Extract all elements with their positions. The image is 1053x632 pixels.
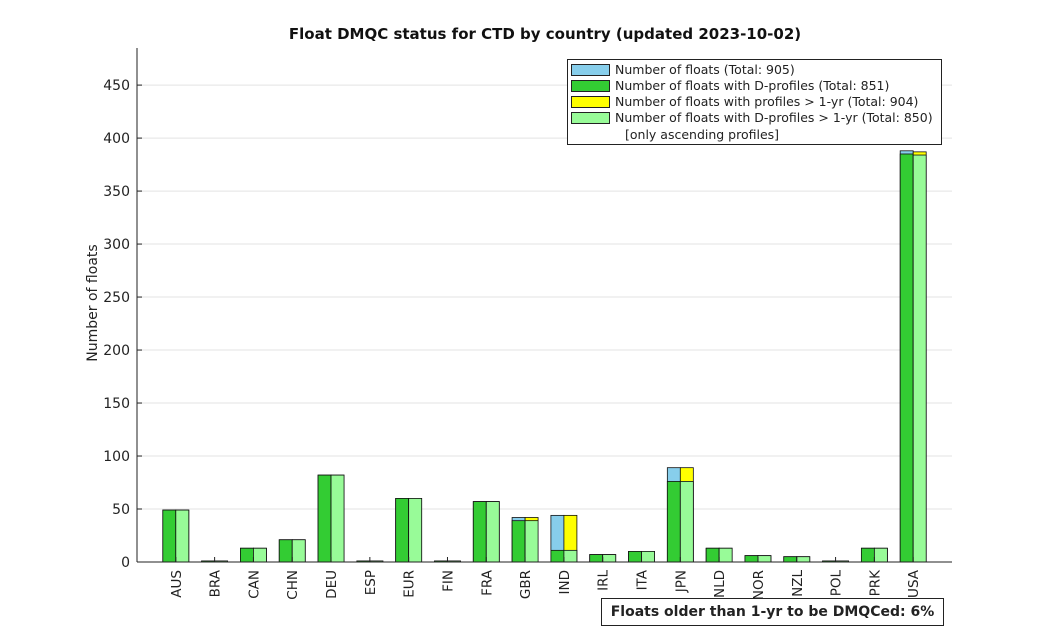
- gridlines: [137, 84, 952, 510]
- x-tick-label-gbr: GBR: [518, 570, 534, 599]
- x-tick-label-fra: FRA: [479, 569, 495, 596]
- bar-d-profiles-1yr-ita: [641, 551, 655, 563]
- bar-d-profiles-ind: [550, 549, 565, 563]
- legend-swatch-profiles-1yr: [571, 95, 610, 108]
- y-tick-label: 50: [112, 502, 130, 518]
- x-tick-label-aus: AUS: [169, 570, 185, 598]
- bar-d-profiles-1yr-aus: [175, 509, 190, 563]
- bar-d-profiles-1yr-gbr: [524, 520, 539, 563]
- y-tick-label: 450: [103, 78, 130, 94]
- bar-d-profiles-ita: [628, 551, 642, 563]
- y-tick-label: 150: [103, 396, 130, 412]
- x-tick-label-eur: EUR: [402, 570, 418, 598]
- x-tick-label-usa: USA: [906, 569, 922, 598]
- bar-d-profiles-jpn: [666, 481, 681, 563]
- bar-d-profiles-1yr-irl: [602, 554, 617, 563]
- y-axis-label: Number of floats: [85, 244, 101, 362]
- bar-d-profiles-irl: [589, 554, 604, 563]
- x-tick-labels: AUS BRA CAN CHN DEU ESP EUR FIN FRA GBR IND IRL ITA J…: [169, 569, 922, 600]
- legend-item-profiles-1yr: Number of floats with profiles > 1-yr (T…: [571, 94, 918, 109]
- legend-item-floats: Number of floats (Total: 905): [571, 62, 795, 77]
- bar-d-profiles-prk: [860, 547, 875, 563]
- bar-d-profiles-1yr-nor: [757, 555, 772, 563]
- x-tick-label-deu: DEU: [324, 570, 340, 599]
- bar-d-profiles-1yr-eur: [408, 498, 423, 563]
- x-tick-label-prk: PRK: [867, 569, 883, 597]
- bar-d-profiles-eur: [395, 498, 410, 563]
- axes: [136, 48, 952, 563]
- bar-d-profiles-1yr-nzl: [796, 556, 811, 563]
- x-tick-label-pol: POL: [829, 570, 845, 597]
- legend-item-d-profiles-1yr: Number of floats with D-profiles > 1-yr …: [571, 110, 933, 125]
- y-tick-label: 350: [103, 184, 130, 200]
- x-tick-label-bra: BRA: [208, 569, 224, 597]
- legend-swatch-d-profiles-1yr: [571, 111, 610, 124]
- bar-d-profiles-1yr-ind: [563, 549, 578, 563]
- bar-d-profiles-aus: [162, 509, 177, 563]
- bar-d-profiles-gbr: [511, 520, 526, 563]
- x-tick-label-ita: ITA: [635, 569, 651, 590]
- dmqc-annotation: Floats older than 1-yr to be DMQCed: 6%: [601, 598, 944, 626]
- legend: Number of floats (Total: 905) Number of …: [567, 59, 942, 145]
- x-tick-label-ind: IND: [557, 570, 573, 594]
- legend-swatch-d-profiles: [571, 79, 610, 92]
- bar-d-profiles-chn: [278, 539, 293, 563]
- x-tick-label-chn: CHN: [285, 570, 301, 600]
- x-tick-label-jpn: JPN: [673, 570, 689, 593]
- y-tick-label: 250: [103, 290, 130, 306]
- bar-d-profiles-1yr-deu: [330, 474, 345, 563]
- x-tick-label-nld: NLD: [712, 570, 728, 598]
- bar-d-profiles-usa: [899, 153, 914, 563]
- x-tick-label-can: CAN: [246, 570, 262, 599]
- y-tick-label: 300: [103, 237, 130, 253]
- chart-title: Float DMQC status for CTD by country (up…: [288, 25, 802, 43]
- bar-d-profiles-1yr-nld: [718, 547, 733, 563]
- legend-note: [only ascending profiles]: [625, 127, 780, 142]
- bar-d-profiles-1yr-fra: [485, 501, 500, 563]
- y-tick-label: 0: [121, 555, 130, 571]
- legend-swatch-floats: [571, 63, 610, 76]
- y-tick-label: 400: [103, 131, 130, 147]
- bars: [162, 150, 927, 563]
- x-tick-label-fin: FIN: [440, 570, 456, 592]
- x-tick-label-esp: ESP: [363, 570, 379, 595]
- bar-d-profiles-deu: [317, 474, 332, 563]
- y-tick-label: 200: [103, 343, 130, 359]
- bar-d-profiles-can: [240, 547, 254, 563]
- x-tick-label-nor: NOR: [751, 570, 767, 600]
- legend-label-profiles-1yr: Number of floats with profiles > 1-yr (T…: [615, 94, 919, 109]
- bar-d-profiles-1yr-prk: [873, 547, 888, 563]
- bar-d-profiles-1yr-jpn: [679, 481, 694, 563]
- x-tick-label-nzl: NZL: [790, 570, 806, 597]
- bar-d-profiles-nor: [744, 555, 759, 563]
- bar-d-profiles-1yr-can: [253, 547, 267, 563]
- bar-d-profiles-nzl: [783, 556, 798, 563]
- legend-item-d-profiles: Number of floats with D-profiles (Total:…: [571, 78, 889, 93]
- legend-label-d-profiles-1yr: Number of floats with D-profiles > 1-yr …: [615, 110, 933, 125]
- x-tick-label-irl: IRL: [596, 570, 612, 591]
- bar-d-profiles-1yr-usa: [912, 154, 927, 563]
- legend-label-floats: Number of floats (Total: 905): [615, 62, 795, 77]
- y-tick-labels: 0 50 100 150 200 250 300 350 400 450: [103, 78, 130, 571]
- bar-d-profiles-1yr-chn: [291, 539, 306, 563]
- bar-d-profiles-nld: [705, 547, 720, 563]
- y-tick-label: 100: [103, 449, 130, 465]
- legend-label-d-profiles: Number of floats with D-profiles (Total:…: [615, 78, 890, 93]
- bar-d-profiles-fra: [472, 501, 487, 563]
